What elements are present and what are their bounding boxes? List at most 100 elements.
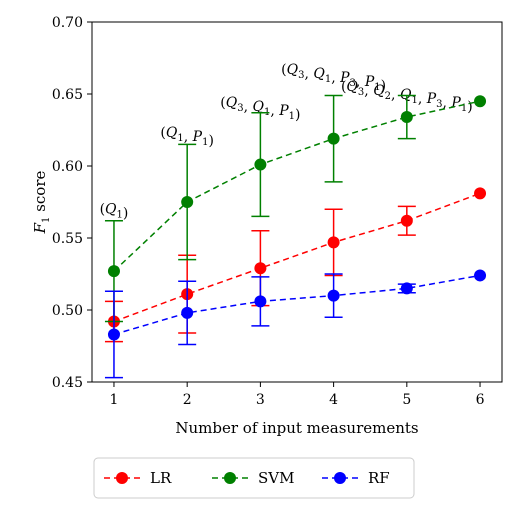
annotation-part: ( [341,79,346,95]
annotation-part: , [184,129,193,145]
y-tick-label: 0.50 [52,303,83,319]
legend-marker [116,472,128,484]
annotation-sub: 3 [350,78,356,89]
plot-frame [91,21,503,383]
annotation-part: , [244,99,253,115]
series-line [113,274,481,336]
annotation-part: P [426,91,437,107]
legend-item-svm: SVM [212,469,294,487]
annotation-part: , [418,91,427,107]
data-point [400,282,413,295]
annotation-sub: 3 [237,103,243,114]
annotation-part: ) [123,206,128,222]
annotation-part: , [304,66,313,82]
annotation-part: ( [281,62,286,78]
annotation-part: ( [160,125,165,141]
data-point [327,289,340,302]
annotation-sub: 3 [436,99,442,110]
axis-ticks: 1 2 3 4 5 60.450.500.550.600.650.70 [52,15,485,408]
legend-label: LR [150,469,172,487]
data-point [327,236,340,249]
x-tick-label: 3 [256,392,265,408]
annotation-part: P [450,95,461,111]
annotation-part: , [391,87,400,103]
data-point [400,111,413,124]
data-point [474,269,487,282]
legend-label: SVM [258,469,294,487]
y-tick-label: 0.70 [52,15,83,31]
annotation-part: , [356,74,365,90]
annotation-sub: 1 [374,82,380,93]
annotation-sub: 1 [411,95,417,106]
annotation-part: P [364,74,375,90]
data-point [181,306,194,319]
data-point [254,295,267,308]
annotation-part: , [364,83,373,99]
x-tick-label: 6 [476,392,485,408]
annotation-part: ( [100,202,105,218]
annotation-sub: 1 [177,133,183,144]
annotation-sub: 1 [289,111,295,122]
data-point [181,196,194,208]
x-tick-label: 1 [110,392,119,408]
y-axis-label: F1 score [31,171,52,235]
data-point [254,262,267,275]
annotation-part: Q [105,202,117,218]
annotation-part: ) [381,78,386,94]
annotation-part: , [270,103,279,119]
annotation-part: , [331,70,340,86]
annotation-part: Q [166,125,178,141]
legend-item-lr: LR [104,469,172,487]
legend-box [93,457,415,499]
y-tick-label: 0.55 [52,231,83,247]
annotation-part: P [192,129,203,145]
annotation-part: ) [295,107,300,123]
annotation-sub: 2 [385,91,391,102]
annotation-sub: 1 [202,137,208,148]
y-tick-label: 0.60 [52,159,83,175]
series-group [104,94,487,379]
legend-marker [224,472,236,484]
y-axis-label-rest: score [31,171,49,217]
annotation-part: Q [226,95,238,111]
x-axis-label: Number of input measurements [175,419,418,437]
annotation-label: (Q1) [100,202,129,222]
data-point [400,214,413,227]
data-point [107,328,120,341]
series-line [113,192,481,323]
data-point [474,187,487,200]
annotation-part: Q [313,66,325,82]
annotation-part: , [443,95,452,111]
x-tick-label: 4 [329,392,338,408]
annotation-part: Q [346,79,358,95]
legend-marker [334,472,346,484]
annotation-part: Q [287,62,299,78]
y-tick-label: 0.45 [52,375,83,391]
annotation-part: ) [208,133,213,149]
series-line [113,100,481,272]
annotation-part: P [339,70,350,86]
series-rf [104,269,487,379]
annotation-part: Q [252,99,264,115]
y-tick-label: 0.65 [52,87,83,103]
annotation-part: ) [467,99,472,115]
annotation-sub: 3 [298,70,304,81]
legend: LR SVM RF [93,457,415,499]
annotation-label: (Q3, Q1, P3, P1) [281,62,386,94]
annotation-sub: 1 [461,103,467,114]
annotation-part: ( [220,95,225,111]
annotation-part: P [278,103,289,119]
legend-items: LR SVM RF [104,469,390,487]
annotation-label: (Q1, P1) [160,125,214,149]
y-axis-label-italic: F [31,222,49,234]
x-tick-label: 2 [183,392,192,408]
data-point [107,265,120,278]
legend-item-rf: RF [322,469,390,487]
data-point [474,95,487,108]
y-axis-label-sub: 1 [41,217,52,223]
annotation-label: (Q3, Q2, Q1, P3, P1) [341,79,473,115]
legend-label: RF [368,469,390,487]
annotations: (Q1)(Q1, P1)(Q3, Q1, P1)(Q3, Q1, P3, P1)… [100,62,473,222]
